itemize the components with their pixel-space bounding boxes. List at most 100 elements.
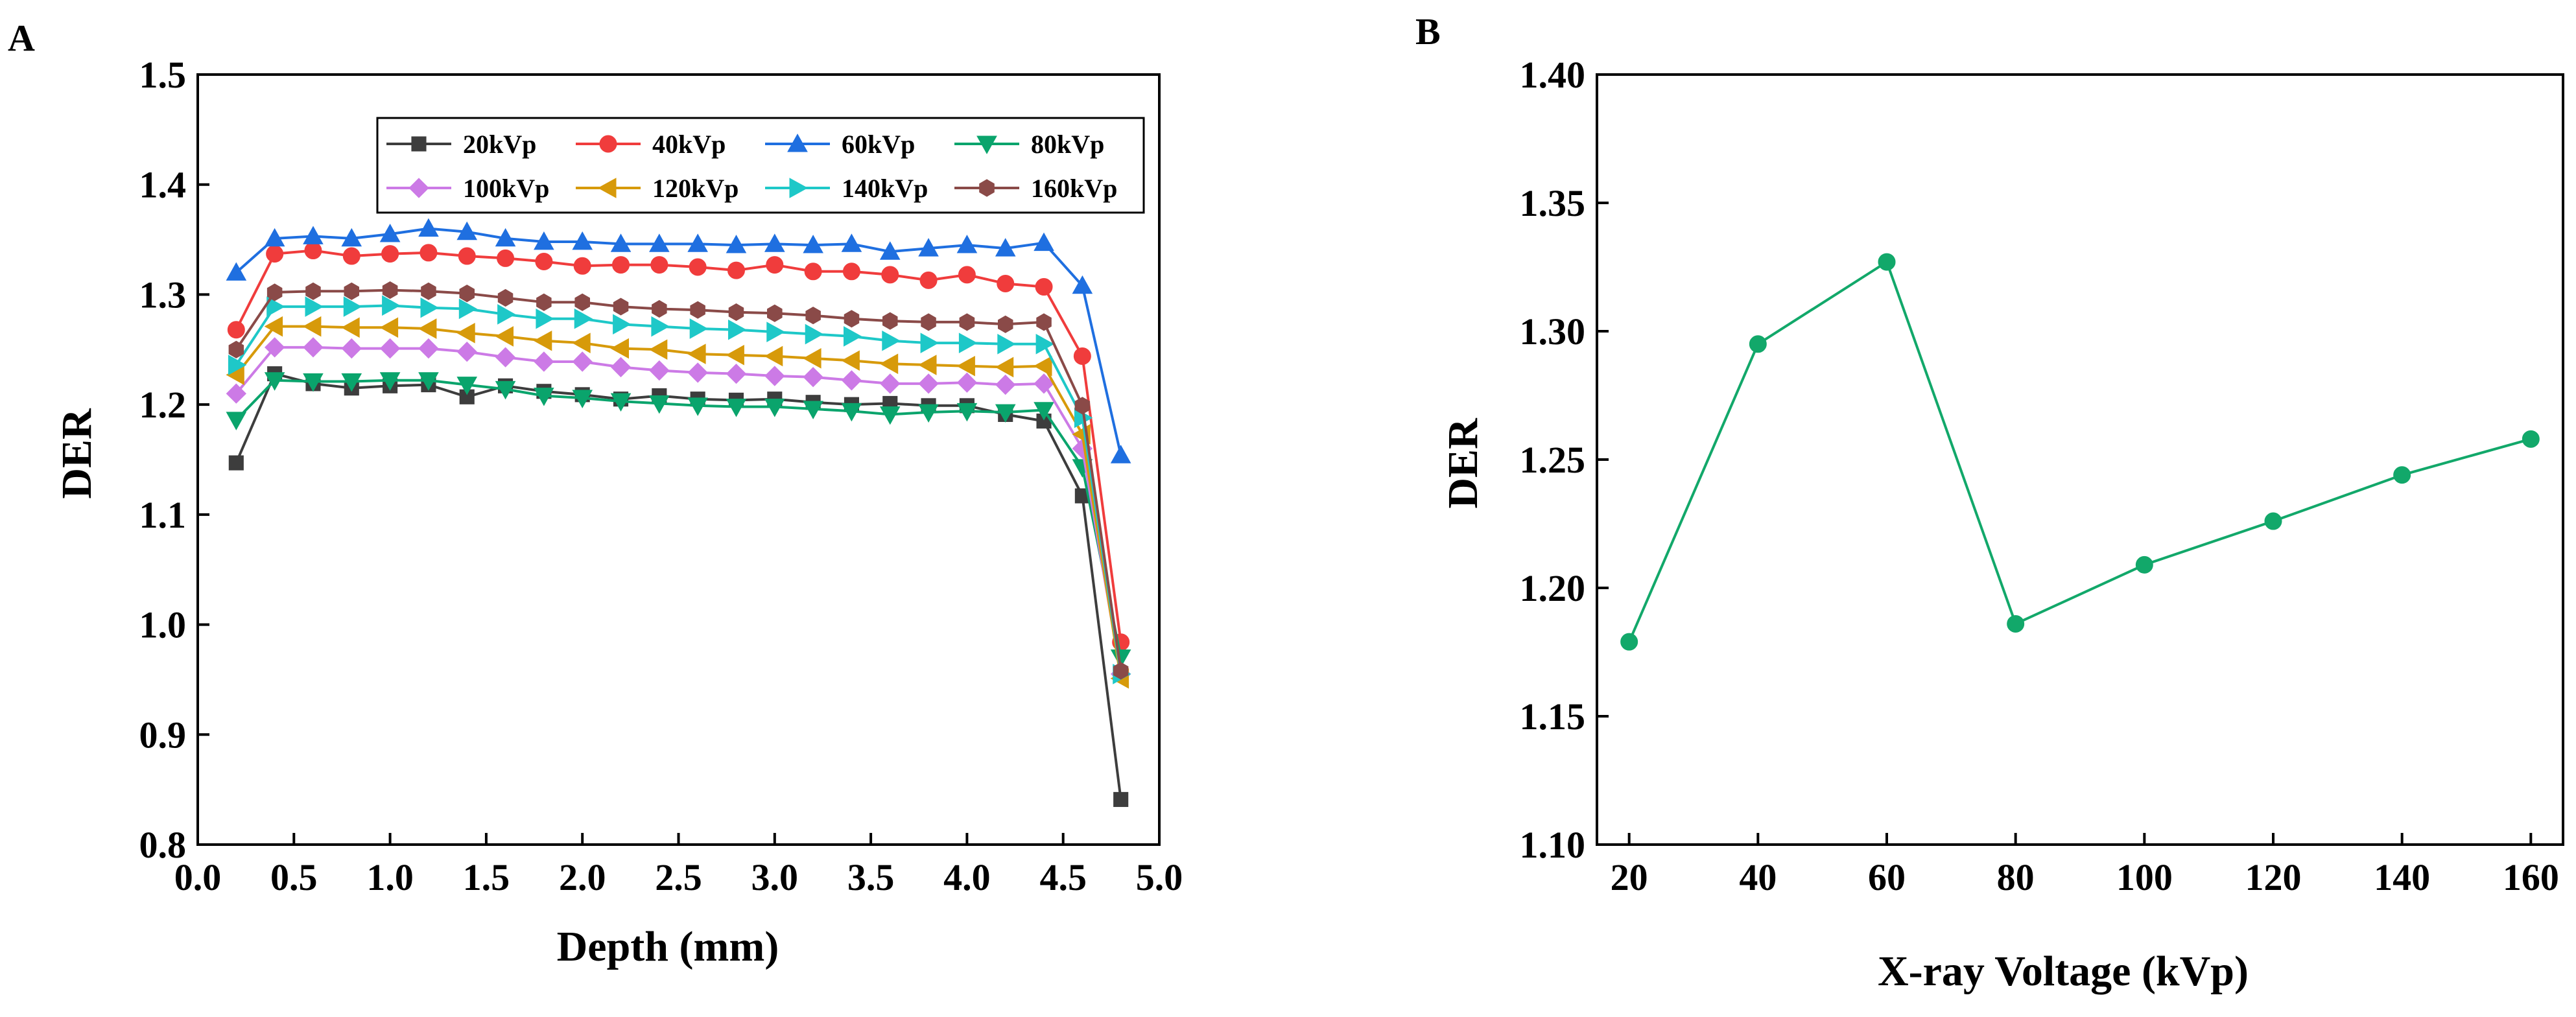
panel-b-y-tick-label: 1.25 (1520, 439, 1586, 481)
data-point-80kvp (687, 397, 708, 416)
data-point-140kvp (1035, 334, 1055, 355)
data-point-80kvp (956, 403, 978, 422)
data-point-der (2007, 614, 2025, 633)
data-point-60kvp (456, 221, 478, 240)
legend-label-120kvp: 120kVp (652, 174, 739, 203)
panel-b-x-tick-label: 80 (1997, 856, 2035, 898)
panel-b-y-tick-label: 1.40 (1520, 54, 1586, 96)
data-point-100kvp (534, 351, 554, 372)
series-line-60kvp (235, 227, 1122, 456)
data-point-60kvp (264, 228, 285, 247)
data-point-100kvp (303, 337, 324, 358)
data-point-40kvp (804, 263, 822, 281)
data-point-60kvp (918, 238, 939, 257)
data-point-160kvp (1036, 313, 1052, 331)
data-point-120kvp (726, 344, 744, 366)
data-point-160kvp (728, 303, 744, 321)
data-point-der (2264, 512, 2282, 530)
data-point-120kvp (456, 323, 475, 344)
data-point-140kvp (997, 334, 1016, 355)
data-point-40kvp (573, 257, 591, 275)
data-point-140kvp (728, 319, 747, 340)
data-point-80kvp (803, 401, 823, 419)
data-point-60kvp (572, 231, 593, 250)
data-point-60kvp (1034, 232, 1054, 251)
data-point-100kvp (226, 383, 247, 404)
legend-label-40kvp: 40kVp (652, 130, 726, 159)
data-point-160kvp (305, 282, 321, 300)
panel-a-chart: A 0.0 0.5 1.0 1.5 2.0 2.5 3.0 3.5 4.0 4.5 5.00.80.… (8, 17, 1183, 970)
data-point-40kvp (997, 274, 1015, 292)
panel-b-y-tick-label: 1.35 (1520, 182, 1586, 224)
data-point-60kvp (1072, 275, 1093, 294)
data-point-80kvp (379, 372, 401, 391)
panel-a-x-tick-label: 3.5 (847, 856, 895, 898)
data-point-60kvp (418, 218, 439, 237)
data-point-100kvp (995, 374, 1016, 395)
data-point-140kvp (574, 308, 593, 329)
data-point-160kvp (805, 307, 821, 325)
data-point-40kvp (342, 247, 360, 265)
panel-a-y-tick-label: 0.8 (139, 824, 187, 866)
data-point-140kvp (305, 296, 324, 317)
data-point-20kvp (1113, 791, 1129, 807)
data-point-80kvp (610, 393, 632, 412)
panel-b-y-tick-label: 1.30 (1520, 310, 1586, 353)
data-point-120kvp (302, 316, 322, 337)
data-point-60kvp (649, 233, 670, 252)
data-point-100kvp (264, 337, 285, 358)
data-point-80kvp (495, 380, 516, 400)
data-point-80kvp (418, 372, 439, 391)
data-point-40kvp (689, 258, 707, 276)
data-point-120kvp (687, 344, 706, 364)
data-point-80kvp (341, 373, 362, 392)
panel-a-x-tick-label: 5.0 (1136, 856, 1183, 898)
data-point-160kvp (266, 283, 283, 301)
data-point-140kvp (266, 296, 285, 317)
data-point-160kvp (998, 315, 1013, 333)
data-point-100kvp (610, 357, 632, 378)
data-point-140kvp (651, 316, 670, 337)
panel-b-x-axis-title: X-ray Voltage (kVp) (1878, 948, 2249, 995)
data-point-60kvp (610, 233, 632, 252)
data-point-120kvp (495, 326, 514, 347)
data-point-120kvp (572, 333, 591, 353)
data-point-160kvp (1113, 662, 1129, 680)
data-point-160kvp (344, 282, 359, 300)
data-point-160kvp (421, 282, 436, 300)
data-point-60kvp (726, 235, 747, 253)
data-point-160kvp (382, 281, 398, 299)
data-point-160kvp (536, 293, 552, 311)
data-point-60kvp (956, 235, 978, 253)
panel-b-y-axis-title: DER (1439, 417, 1487, 509)
panel-a-y-tick-label: 1.4 (139, 164, 187, 206)
legend-marker-80kvp (976, 135, 997, 154)
data-point-80kvp (764, 399, 785, 417)
data-point-40kvp (381, 245, 399, 263)
data-point-140kvp (382, 295, 401, 316)
legend-marker-100kvp (408, 178, 429, 198)
data-point-140kvp (805, 323, 824, 345)
panel-a-x-tick-label: 3.0 (751, 856, 799, 898)
data-point-60kvp (1110, 445, 1131, 463)
data-point-100kvp (1034, 373, 1054, 394)
panel-b-x-tick-label: 120 (2245, 856, 2302, 898)
data-point-40kvp (766, 256, 784, 274)
data-point-140kvp (920, 333, 939, 353)
data-point-40kvp (650, 256, 668, 274)
panel-a-letter: A (8, 17, 35, 59)
data-point-60kvp (534, 231, 554, 250)
panel-a-x-tick-label: 2.0 (559, 856, 606, 898)
data-point-40kvp (612, 256, 630, 274)
data-point-100kvp (726, 363, 747, 384)
data-point-80kvp (534, 388, 554, 406)
data-point-120kvp (764, 345, 783, 367)
panel-a-y-tick-label: 1.3 (139, 274, 187, 316)
data-point-120kvp (918, 355, 937, 375)
data-point-80kvp (572, 390, 593, 408)
legend-label-100kvp: 100kVp (463, 174, 549, 203)
data-point-160kvp (652, 299, 667, 318)
data-point-100kvp (918, 373, 939, 394)
legend-marker-40kvp (599, 135, 617, 153)
